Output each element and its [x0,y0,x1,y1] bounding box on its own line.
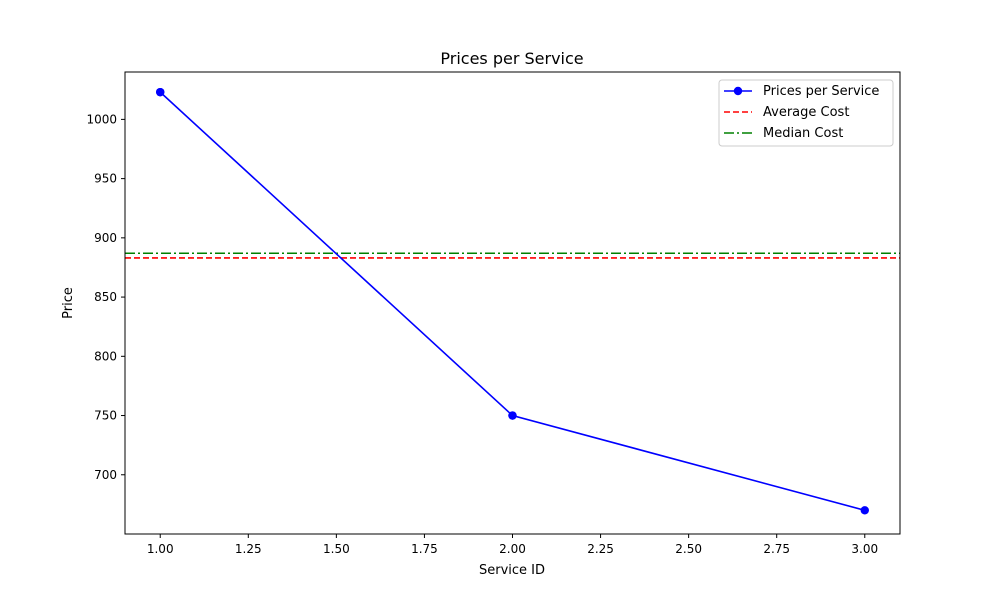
chart-title: Prices per Service [440,49,583,68]
y-tick-label: 850 [94,290,117,304]
x-axis: 1.00 1.25 1.50 1.75 2.00 2.25 2.50 2.75 3.00 [147,534,878,556]
y-tick-label: 750 [94,409,117,423]
plot-area [125,87,900,515]
legend-marker [733,86,743,96]
series-line-1 [159,91,865,512]
legend-label: Prices per Service [763,84,879,99]
x-tick-label: 1.50 [323,542,350,556]
x-tick-label: 2.00 [499,542,526,556]
legend: Prices per Service Average Cost Median Cos… [718,79,894,147]
x-axis-label: Service ID [479,563,545,578]
x-tick-label: 1.25 [235,542,262,556]
y-tick-label: 900 [94,231,117,245]
data-point [860,506,869,515]
x-tick-label: 3.00 [851,542,878,556]
data-point [508,411,517,420]
legend-label: Median Cost [763,126,843,141]
y-tick-label: 950 [94,172,117,186]
y-tick-label: 800 [94,349,117,363]
x-tick-label: 2.50 [675,542,702,556]
y-axis: 700 750 800 850 900 950 1000 [86,112,125,482]
legend-label: Average Cost [763,105,849,120]
y-tick-label: 700 [94,468,117,482]
legend-box [718,79,894,147]
data-point [156,87,165,97]
y-axis-label: Price [61,287,76,319]
y-tick-label: 1000 [86,112,117,126]
x-tick-label: 2.75 [763,542,790,556]
x-tick-label: 1.00 [147,542,174,556]
x-tick-label: 2.25 [587,542,614,556]
x-tick-label: 1.75 [411,542,438,556]
